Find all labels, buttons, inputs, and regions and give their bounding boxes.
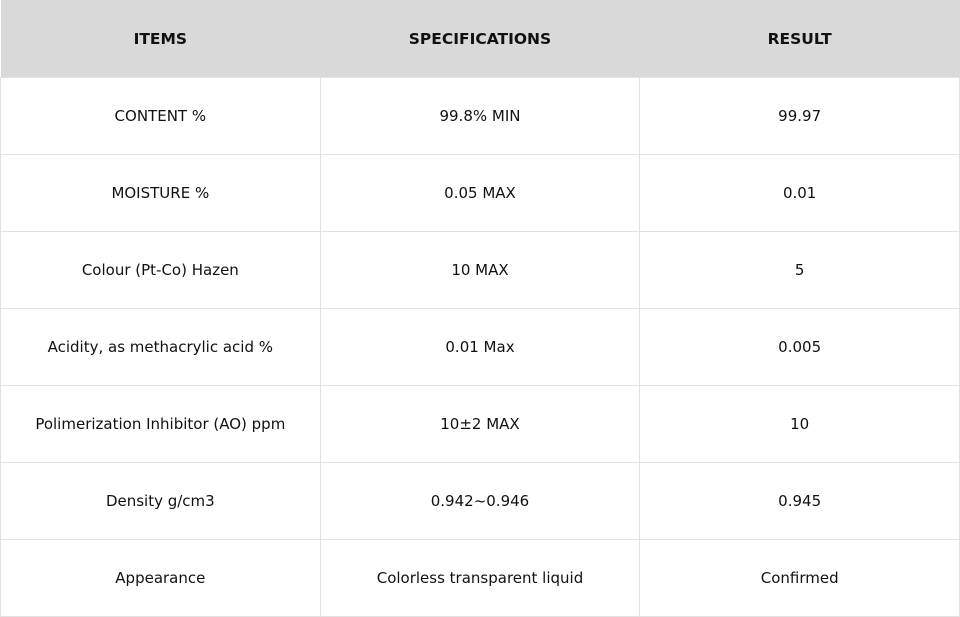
table-cell: 0.945 (639, 462, 960, 540)
table-row: Appearance Colorless transparent liquid Co… (0, 539, 960, 617)
table-cell: Density g/cm3 (0, 462, 321, 540)
table-cell: 10 MAX (319, 231, 641, 309)
table-cell: 10 (639, 385, 960, 463)
column-header: RESULT (639, 0, 960, 78)
table-cell: Acidity, as methacrylic acid % (0, 308, 321, 386)
column-header: SPECIFICATIONS (320, 0, 640, 78)
table-row: MOISTURE % 0.05 MAX 0.01 (0, 154, 960, 232)
table-cell: MOISTURE % (0, 154, 321, 232)
table-cell: Appearance (0, 539, 321, 617)
table-row: Acidity, as methacrylic acid % 0.01 Max 0.… (0, 308, 960, 386)
table-cell: 99.8% MIN (319, 77, 641, 155)
table-cell: Confirmed (639, 539, 960, 617)
table-row: Polimerization Inhibitor (AO) ppm 10±2 MA… (0, 385, 960, 463)
table-cell: Colorless transparent liquid (319, 539, 641, 617)
table-head: ITEMS SPECIFICATIONS RESULT (0, 0, 960, 78)
table-cell: 0.005 (639, 308, 960, 386)
table-row: CONTENT % 99.8% MIN 99.97 (0, 77, 960, 155)
table-cell: 5 (639, 231, 960, 309)
table-cell: 99.97 (639, 77, 960, 155)
table-body: CONTENT % 99.8% MIN 99.97 MOISTURE % 0.05 MA… (0, 77, 960, 617)
table-cell: Polimerization Inhibitor (AO) ppm (0, 385, 321, 463)
table-row: Density g/cm3 0.942~0.946 0.945 (0, 462, 960, 540)
column-header: ITEMS (0, 0, 321, 78)
table-cell: 0.01 Max (319, 308, 641, 386)
table-cell: CONTENT % (0, 77, 321, 155)
table-cell: Colour (Pt-Co) Hazen (0, 231, 321, 309)
table-cell: 0.942~0.946 (319, 462, 641, 540)
table-cell: 0.01 (639, 154, 960, 232)
table-cell: 0.05 MAX (319, 154, 641, 232)
header-row: ITEMS SPECIFICATIONS RESULT (0, 0, 960, 78)
table-cell: 10±2 MAX (319, 385, 641, 463)
table-row: Colour (Pt-Co) Hazen 10 MAX 5 (0, 231, 960, 309)
